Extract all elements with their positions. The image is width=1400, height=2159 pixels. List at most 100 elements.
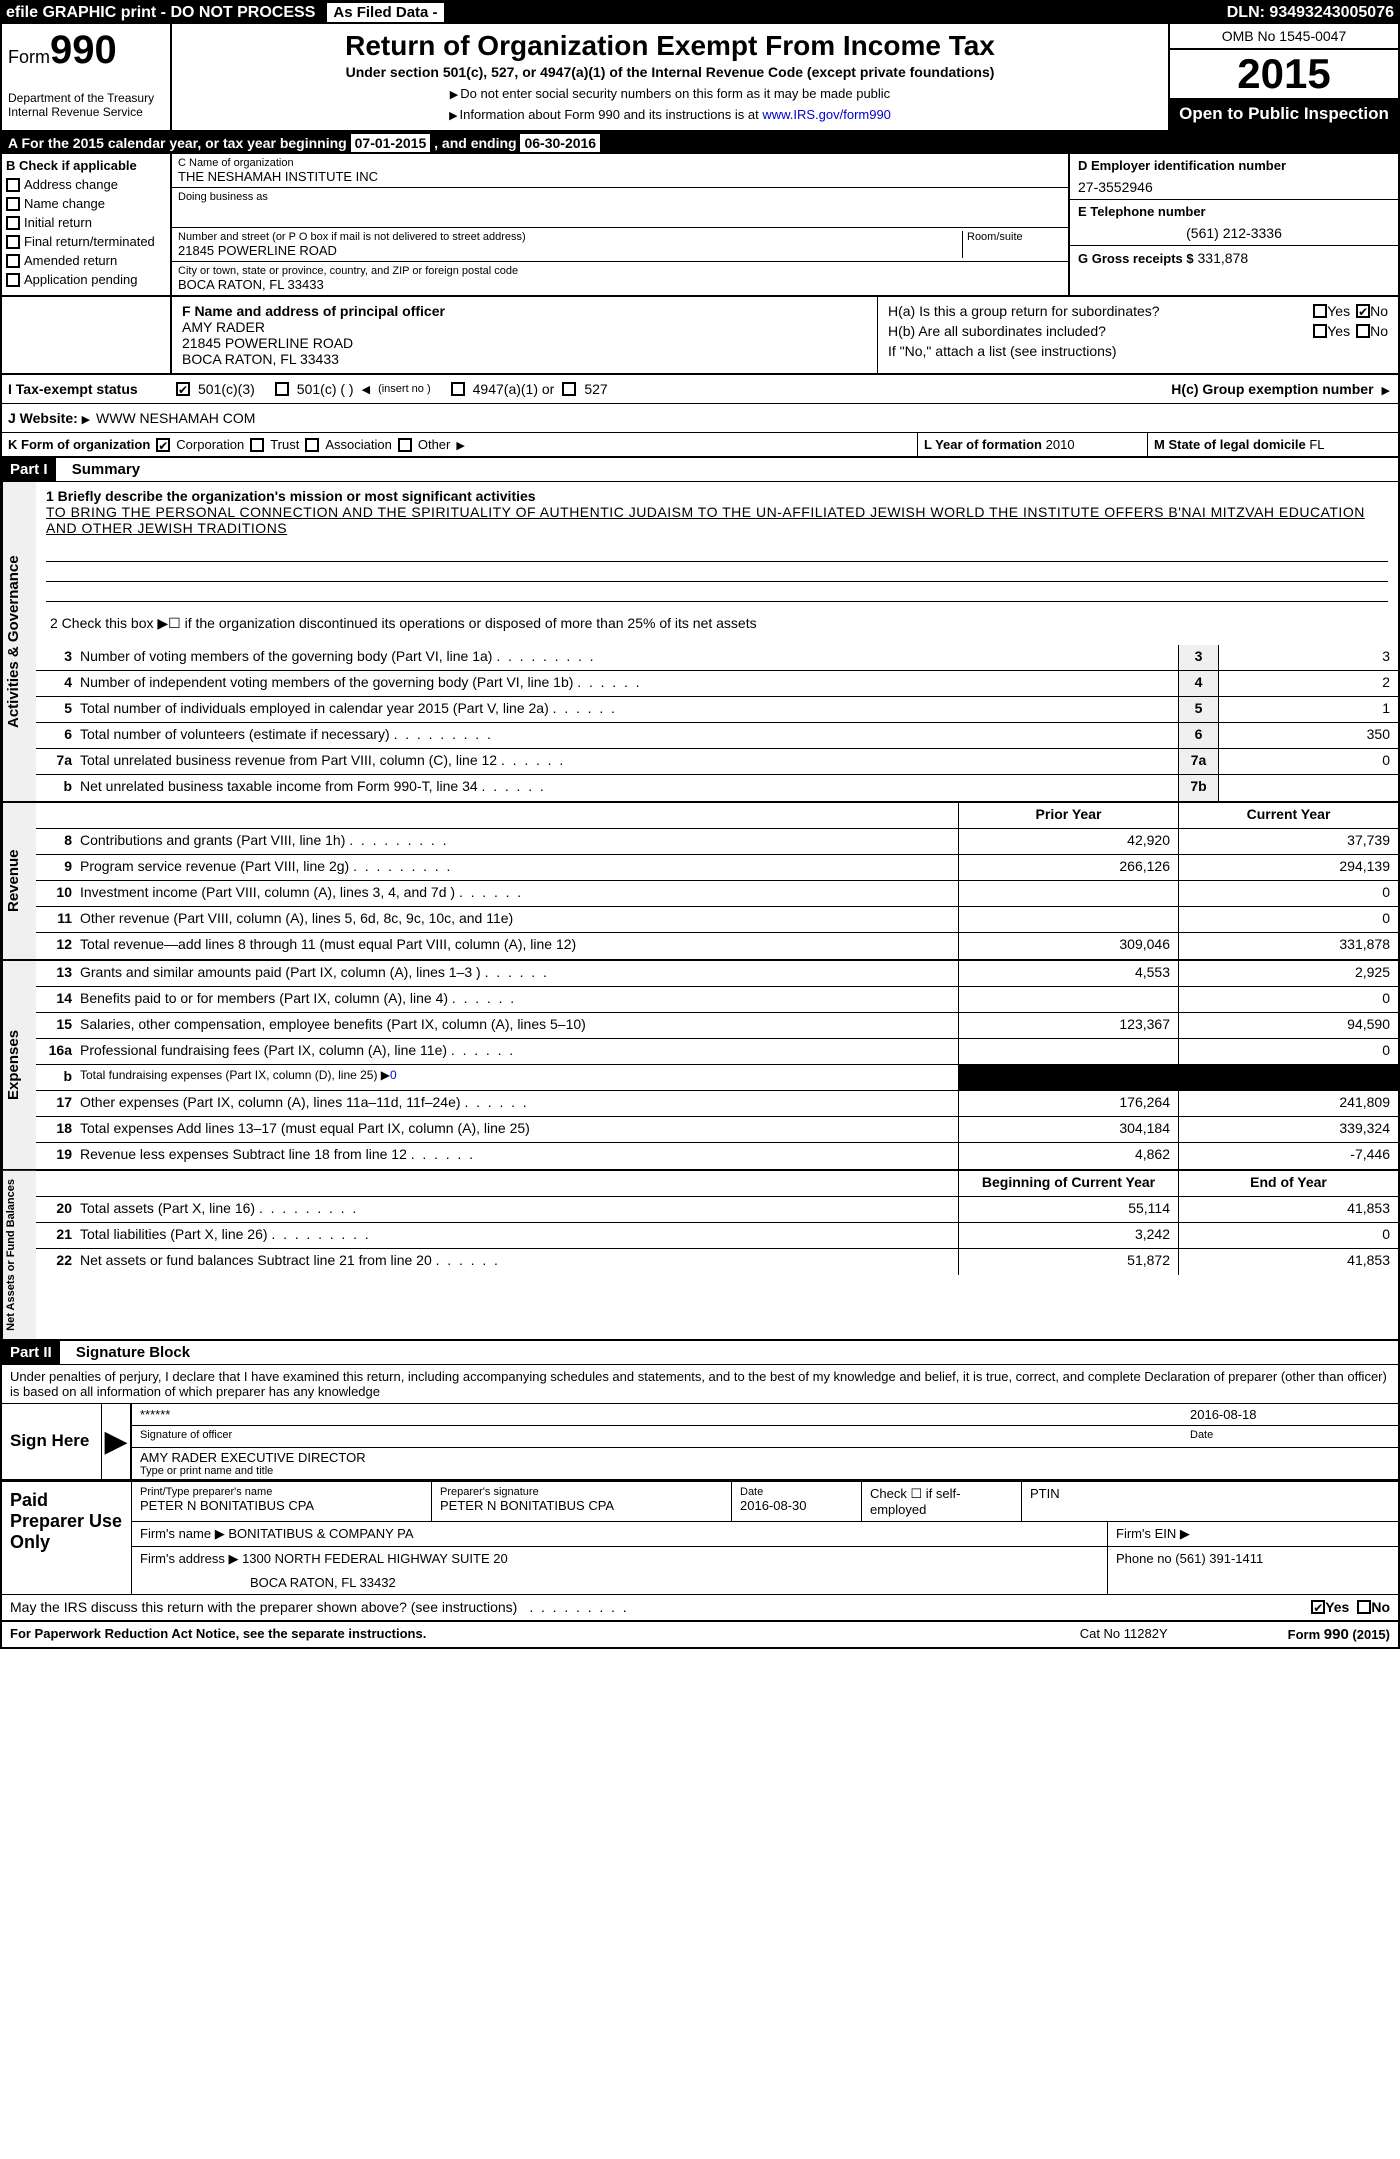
checkbox-icon[interactable] <box>305 438 319 452</box>
mission-block: 1 Briefly describe the organization's mi… <box>36 482 1398 542</box>
entity-block: B Check if applicable Address change Nam… <box>2 154 1398 297</box>
line-num: 5 <box>36 697 76 722</box>
firm-addr1: 1300 NORTH FEDERAL HIGHWAY SUITE 20 <box>242 1551 508 1566</box>
checkbox-icon <box>6 235 20 249</box>
status-label: I Tax-exempt status <box>8 381 168 397</box>
opt-label: Address change <box>24 177 118 192</box>
mission-line <box>46 542 1388 562</box>
line-16b: b Total fundraising expenses (Part IX, c… <box>36 1065 1398 1091</box>
check-application-pending[interactable]: Application pending <box>6 272 166 287</box>
ein-cell: D Employer identification number 27-3552… <box>1070 154 1398 200</box>
line-desc: Benefits paid to or for members (Part IX… <box>76 987 958 1012</box>
asfiled-label: As Filed Data - <box>327 3 443 22</box>
rev-header: Prior Year Current Year <box>36 803 1398 829</box>
checkbox-icon[interactable] <box>1356 304 1370 318</box>
checkbox-icon[interactable] <box>156 438 170 452</box>
status-4947: 4947(a)(1) or <box>473 381 555 397</box>
black-cell <box>958 1065 1178 1090</box>
line-desc: Total unrelated business revenue from Pa… <box>76 749 1178 774</box>
line-num: 16a <box>36 1039 76 1064</box>
line-desc: Total liabilities (Part X, line 26) <box>76 1223 958 1248</box>
line-box: 6 <box>1178 723 1218 748</box>
line-desc: Revenue less expenses Subtract line 18 f… <box>76 1143 958 1169</box>
line-val: 350 <box>1218 723 1398 748</box>
gross-label: G Gross receipts $ <box>1078 251 1194 266</box>
checkbox-icon[interactable] <box>451 382 465 396</box>
line-20: 20 Total assets (Part X, line 16) 55,114… <box>36 1197 1398 1223</box>
curr-val: 0 <box>1178 907 1398 932</box>
blank <box>76 1171 958 1196</box>
blank <box>76 803 958 828</box>
curr-val: -7,446 <box>1178 1143 1398 1169</box>
prior-val <box>958 907 1178 932</box>
line-desc: Total expenses Add lines 13–17 (must equ… <box>76 1117 958 1142</box>
begin-val: 51,872 <box>958 1249 1178 1275</box>
checkbox-icon[interactable] <box>1356 324 1370 338</box>
dept-treasury: Department of the Treasury <box>8 91 164 105</box>
checkbox-icon[interactable] <box>1313 304 1327 318</box>
blank <box>36 1171 76 1196</box>
black-cell <box>1178 1065 1398 1090</box>
check-final-return[interactable]: Final return/terminated <box>6 234 166 249</box>
checkbox-icon[interactable] <box>1313 324 1327 338</box>
line-10: 10 Investment income (Part VIII, column … <box>36 881 1398 907</box>
footer-mid: Cat No 11282Y <box>1080 1626 1168 1643</box>
may-discuss-row: May the IRS discuss this return with the… <box>2 1594 1398 1620</box>
line-19: 19 Revenue less expenses Subtract line 1… <box>36 1143 1398 1169</box>
line-num: b <box>36 1065 76 1090</box>
street-cell: Number and street (or P O box if mail is… <box>172 228 1068 262</box>
part-i-title: Summary <box>60 461 140 478</box>
check-initial-return[interactable]: Initial return <box>6 215 166 230</box>
col-c: C Name of organization THE NESHAMAH INST… <box>172 154 1068 295</box>
no-label: No <box>1370 303 1388 319</box>
checkbox-icon[interactable] <box>1357 1600 1371 1614</box>
checkbox-icon[interactable] <box>562 382 576 396</box>
check-address-change[interactable]: Address change <box>6 177 166 192</box>
irs-link[interactable]: www.IRS.gov/form990 <box>762 107 891 122</box>
checkbox-icon[interactable] <box>1311 1600 1325 1614</box>
line-val: 0 <box>1218 749 1398 774</box>
begin-year-hdr: Beginning of Current Year <box>958 1171 1178 1196</box>
line-desc: Number of voting members of the governin… <box>76 645 1178 670</box>
line-num: b <box>36 775 76 801</box>
ha-label: H(a) Is this a group return for subordin… <box>888 303 1313 319</box>
check-name-change[interactable]: Name change <box>6 196 166 211</box>
h-note: If "No," attach a list (see instructions… <box>888 343 1388 359</box>
line-desc: Salaries, other compensation, employee b… <box>76 1013 958 1038</box>
curr-val: 339,324 <box>1178 1117 1398 1142</box>
line-2-desc: 2 Check this box ▶☐ if the organization … <box>36 612 1398 635</box>
officer-name-title: AMY RADER EXECUTIVE DIRECTOR <box>140 1450 366 1465</box>
line-12: 12 Total revenue—add lines 8 through 11 … <box>36 933 1398 959</box>
k-trust: Trust <box>270 437 299 452</box>
status-527: 527 <box>584 381 607 397</box>
l-value: 2010 <box>1046 437 1075 452</box>
sign-here-label: Sign Here <box>2 1404 102 1479</box>
phone-label: E Telephone number <box>1078 204 1390 219</box>
checkbox-icon[interactable] <box>250 438 264 452</box>
officer-addr1: 21845 POWERLINE ROAD <box>182 335 867 351</box>
line-desc: Total assets (Part X, line 16) <box>76 1197 958 1222</box>
hc-label: H(c) Group exemption number <box>1171 381 1373 397</box>
checkbox-icon[interactable] <box>275 382 289 396</box>
line-desc: Total fundraising expenses (Part IX, col… <box>76 1065 958 1090</box>
arrow-icon <box>456 437 466 452</box>
form-number: Form990 <box>8 28 164 73</box>
header-mid: Return of Organization Exempt From Incom… <box>172 24 1168 130</box>
sig-date: 2016-08-18 <box>1190 1407 1390 1422</box>
line-11: 11 Other revenue (Part VIII, column (A),… <box>36 907 1398 933</box>
part-i-header: Part I Summary <box>2 458 1398 482</box>
line-num: 3 <box>36 645 76 670</box>
k-assoc: Association <box>325 437 391 452</box>
checkbox-icon[interactable] <box>398 438 412 452</box>
curr-val: 37,739 <box>1178 829 1398 854</box>
line-num: 9 <box>36 855 76 880</box>
line-7b: b Net unrelated business taxable income … <box>36 775 1398 801</box>
tax-year-end: 06-30-2016 <box>520 134 600 152</box>
line-13: 13 Grants and similar amounts paid (Part… <box>36 961 1398 987</box>
open-inspection: Open to Public Inspection <box>1170 98 1398 130</box>
org-name-label: C Name of organization <box>178 157 1062 169</box>
checkbox-icon[interactable] <box>176 382 190 396</box>
phone-cell: E Telephone number (561) 212-3336 <box>1070 200 1398 246</box>
fundraising-link[interactable]: 0 <box>390 1068 397 1082</box>
check-amended-return[interactable]: Amended return <box>6 253 166 268</box>
